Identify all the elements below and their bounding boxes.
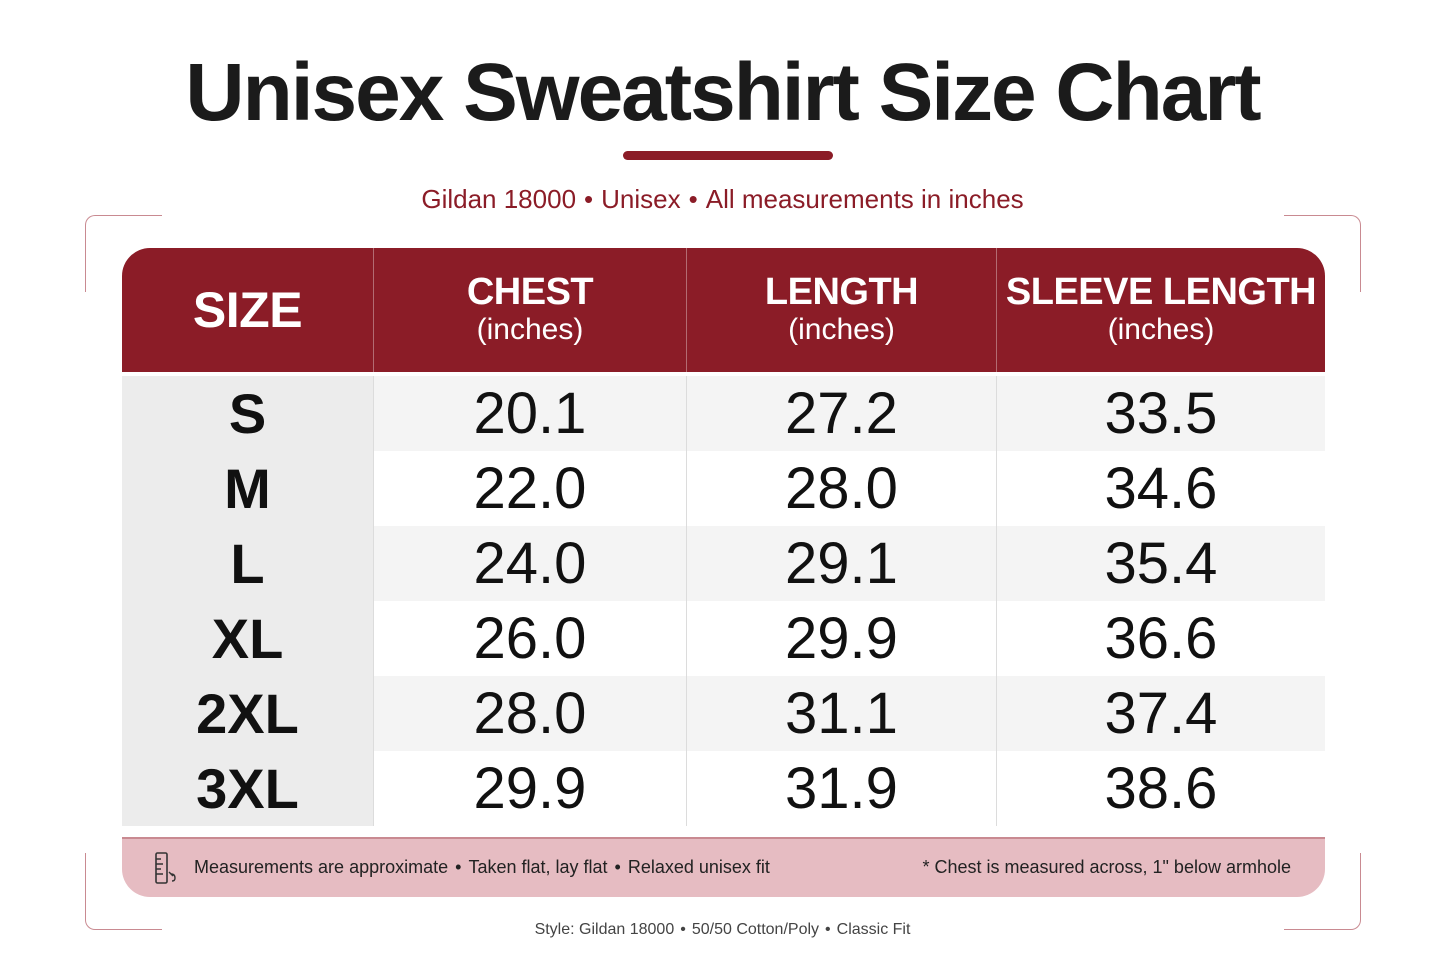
subtitle-separator: • [584,184,594,214]
size-table: SIZE CHEST (inches) LENGTH (inches) SLEE… [122,248,1325,897]
length-cell: 28.0 [687,451,997,526]
page-title: Unisex Sweatshirt Size Chart [185,47,1261,138]
header-sleeve: SLEEVE LENGTH (inches) [997,248,1325,372]
table-row: L 24.0 29.1 35.4 [122,526,1325,601]
sleeve-cell: 35.4 [1104,531,1218,596]
subtitle-fit: Unisex [601,184,681,214]
footer-note-flat: Taken flat, lay flat [468,857,608,877]
table-row: 3XL 29.9 31.9 38.6 [122,751,1325,826]
table-row: S 20.1 27.2 33.5 [122,376,1325,451]
size-cell: S [122,376,374,451]
table-row: M 22.0 28.0 34.6 [122,451,1325,526]
corner-frame-bottom-right [1284,853,1361,930]
length-cell: 31.1 [687,676,997,751]
sleeve-cell: 33.5 [1104,381,1218,446]
size-cell: 2XL [122,676,374,751]
style-note: Style: Gildan 18000 • 50/50 Cotton/Poly • Cl… [0,921,1445,939]
header-length: LENGTH (inches) [687,248,997,372]
style-note-fabric: 50/50 Cotton/Poly [691,921,820,938]
header-sleeve-label: SLEEVE LENGTH [1005,270,1317,313]
style-note-separator: • [680,921,686,938]
size-cell: 3XL [122,751,374,826]
table-row: XL 26.0 29.9 36.6 [122,601,1325,676]
style-note-model: Style: Gildan 18000 [534,921,675,938]
footer-chest-note: * Chest is measured across, 1" below arm… [922,857,1291,877]
style-note-separator: • [825,921,831,938]
table-header: SIZE CHEST (inches) LENGTH (inches) SLEE… [122,248,1325,372]
table-footer: Measurements are approximate • Taken flat,… [122,837,1325,897]
length-cell: 29.1 [687,526,997,601]
footer-separator: • [614,857,621,877]
table-body: S 20.1 27.2 33.5 M 22.0 28.0 34.6 L 24.0… [122,376,1325,826]
length-cell: 29.9 [687,601,997,676]
size-cell: XL [122,601,374,676]
header-chest: CHEST (inches) [374,248,687,372]
title-underline [623,151,833,160]
size-cell: M [122,451,374,526]
footer-note-fit: Relaxed unisex fit [627,857,770,877]
footer-note-approximate: Measurements are approximate [194,857,449,877]
chest-cell: 28.0 [374,676,687,751]
sleeve-cell: 36.6 [1104,606,1218,671]
sleeve-cell: 34.6 [1104,456,1218,521]
footer-notes: Measurements are approximate • Taken flat,… [194,857,770,878]
subtitle-separator: • [688,184,698,214]
header-length-label: LENGTH [764,270,919,313]
corner-frame-top-left [85,215,162,292]
size-cell: L [122,526,374,601]
length-cell: 31.9 [687,751,997,826]
corner-frame-bottom-left [85,853,162,930]
corner-frame-top-right [1284,215,1361,292]
sleeve-cell: 38.6 [1104,756,1218,821]
chest-cell: 26.0 [374,601,687,676]
ruler-icon [155,852,176,884]
header-length-unit: (inches) [788,312,895,346]
header-chest-unit: (inches) [476,312,584,346]
chest-cell: 24.0 [374,526,687,601]
header-size: SIZE [122,248,374,372]
sleeve-cell: 37.4 [1104,681,1218,746]
subtitle-units: All measurements in inches [705,184,1024,214]
chest-cell: 20.1 [374,376,687,451]
table-row: 2XL 28.0 31.1 37.4 [122,676,1325,751]
header-sleeve-unit: (inches) [1107,312,1215,346]
style-note-fit: Classic Fit [836,921,911,938]
header-size-label: SIZE [192,281,303,338]
chest-cell: 29.9 [374,751,687,826]
length-cell: 27.2 [687,376,997,451]
chest-cell: 22.0 [374,451,687,526]
footer-separator: • [455,857,462,877]
header-chest-label: CHEST [466,270,594,313]
subtitle: Gildan 18000 • Unisex • All measurements in … [0,186,1445,212]
subtitle-model: Gildan 18000 [421,184,577,214]
